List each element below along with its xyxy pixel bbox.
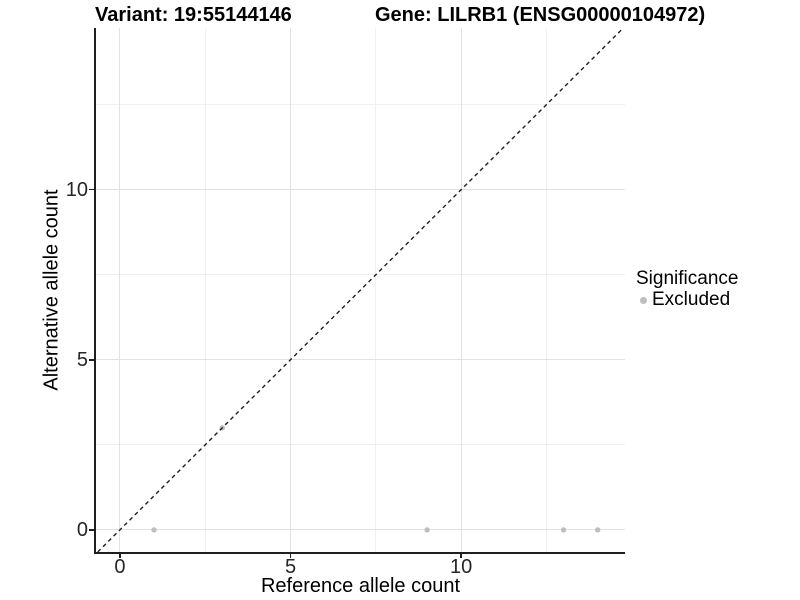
- chart-geometry: [97, 28, 624, 552]
- data-point: [424, 527, 430, 533]
- y-tick-label: 10: [65, 178, 88, 201]
- y-tick-mark: [89, 359, 94, 361]
- legend-title: Significance: [636, 268, 739, 289]
- identity-reference-line: [97, 28, 624, 552]
- x-tick-label: 5: [284, 556, 297, 578]
- gridline-y-minor: [96, 444, 625, 446]
- gridline-y-major: [96, 529, 625, 531]
- gridline-y-minor: [96, 104, 625, 106]
- data-point: [560, 527, 567, 533]
- x-axis-title: Reference allele count: [260, 575, 460, 597]
- gridline-x-minor: [375, 28, 377, 552]
- gridline-y-minor: [96, 274, 625, 276]
- y-tick-label: 5: [76, 348, 88, 371]
- data-point: [151, 527, 157, 533]
- y-tick-label: 0: [76, 518, 88, 541]
- y-tick-mark: [89, 188, 94, 191]
- legend-item-label: Excluded: [652, 289, 731, 310]
- x-tick-label: 10: [450, 556, 473, 578]
- plot-title-variant: Variant: 19:55144146: [95, 4, 292, 26]
- gridline-y-major: [96, 189, 625, 191]
- x-tick-mark: [289, 554, 292, 558]
- gridline-x-minor: [546, 28, 547, 552]
- plot-title-gene: Gene: LILRB1 (ENSG00000104972): [375, 4, 706, 26]
- gridline-x-major: [119, 28, 121, 552]
- legend: Significance Excluded: [636, 268, 738, 310]
- y-axis-title: Alternative allele count: [40, 189, 63, 391]
- legend-item-excluded: Excluded: [636, 290, 738, 310]
- gridline-y-major: [96, 359, 625, 361]
- y-axis-line: [94, 28, 96, 554]
- y-tick-mark: [89, 529, 94, 531]
- gridline-x-major: [290, 28, 292, 552]
- data-point: [595, 527, 601, 533]
- gridline-x-major: [460, 28, 462, 552]
- gridline-x-minor: [204, 28, 206, 552]
- x-axis-line: [95, 552, 625, 554]
- plot-panel: [96, 28, 625, 552]
- x-tick-label: 0: [114, 556, 126, 578]
- x-tick-mark: [460, 554, 462, 558]
- x-tick-mark: [119, 554, 121, 558]
- legend-point-icon: [640, 296, 647, 304]
